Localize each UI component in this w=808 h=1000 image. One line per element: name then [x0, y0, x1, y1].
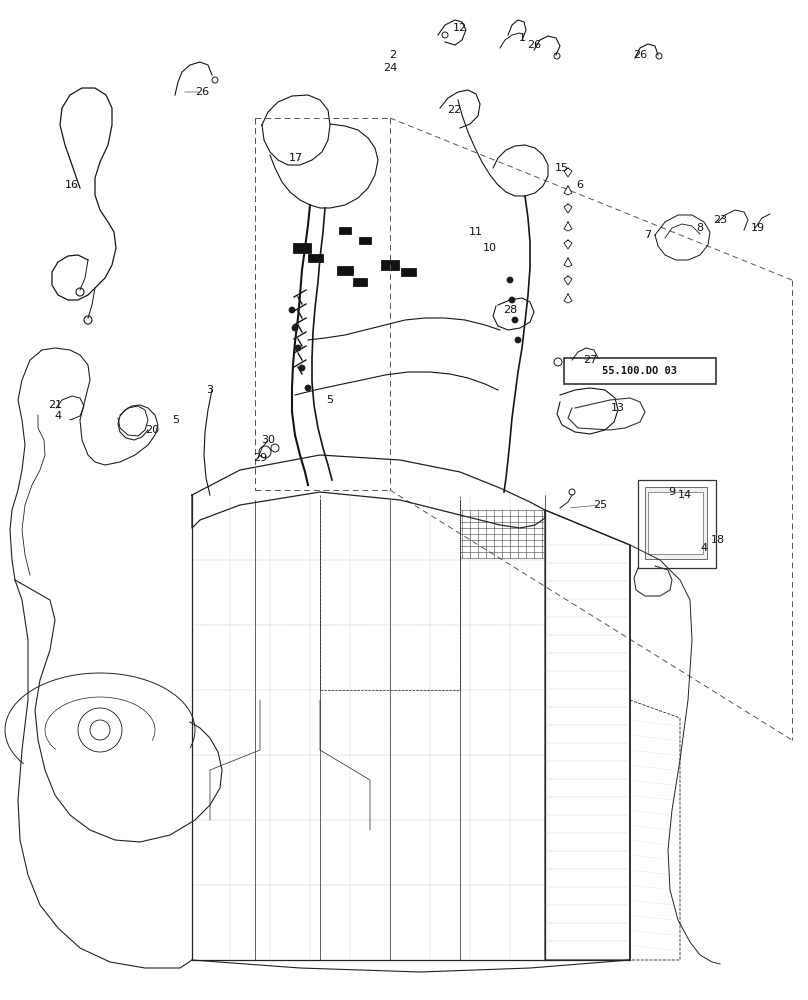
Text: 28: 28 [503, 305, 517, 315]
Bar [339, 227, 351, 234]
Text: 12: 12 [453, 23, 467, 33]
Text: 6: 6 [576, 180, 583, 190]
Bar [353, 278, 367, 286]
Circle shape [512, 317, 518, 323]
Bar [337, 266, 353, 275]
Text: 18: 18 [711, 535, 725, 545]
Text: 9: 9 [668, 487, 675, 497]
Text: 26: 26 [633, 50, 647, 60]
Text: 21: 21 [48, 400, 62, 410]
Text: 4: 4 [54, 411, 61, 421]
Text: 27: 27 [583, 355, 597, 365]
Text: 29: 29 [253, 453, 267, 463]
Text: 4: 4 [701, 543, 708, 553]
Text: 19: 19 [751, 223, 765, 233]
Circle shape [292, 325, 298, 331]
Circle shape [507, 277, 513, 283]
Text: 11: 11 [469, 227, 483, 237]
Text: 30: 30 [261, 435, 275, 445]
Bar [293, 243, 311, 253]
Circle shape [515, 337, 521, 343]
Text: 5: 5 [172, 415, 179, 425]
Text: 2: 2 [389, 50, 397, 60]
Text: 3: 3 [207, 385, 213, 395]
Text: 5: 5 [326, 395, 334, 405]
Text: 13: 13 [611, 403, 625, 413]
Circle shape [509, 297, 515, 303]
Bar [401, 268, 416, 276]
Bar [381, 260, 399, 270]
Bar [564, 358, 716, 384]
Bar [359, 237, 371, 244]
Text: 20: 20 [145, 425, 159, 435]
Text: 14: 14 [678, 490, 692, 500]
Text: 22: 22 [447, 105, 461, 115]
Text: 16: 16 [65, 180, 79, 190]
Circle shape [295, 345, 301, 351]
Text: 17: 17 [289, 153, 303, 163]
Text: 10: 10 [483, 243, 497, 253]
Circle shape [305, 385, 311, 391]
Text: 15: 15 [555, 163, 569, 173]
Bar [648, 492, 703, 554]
Circle shape [289, 307, 295, 313]
Text: 8: 8 [696, 223, 704, 233]
Text: 23: 23 [713, 215, 727, 225]
Bar [638, 480, 716, 568]
Text: 26: 26 [195, 87, 209, 97]
Text: 24: 24 [383, 63, 397, 73]
Text: 7: 7 [645, 230, 651, 240]
Text: 1: 1 [519, 33, 525, 43]
Text: 26: 26 [527, 40, 541, 50]
Bar [308, 254, 323, 262]
Bar [645, 487, 707, 559]
Circle shape [299, 365, 305, 371]
Text: 25: 25 [593, 500, 607, 510]
Text: 55.100.DO 03: 55.100.DO 03 [603, 366, 677, 376]
